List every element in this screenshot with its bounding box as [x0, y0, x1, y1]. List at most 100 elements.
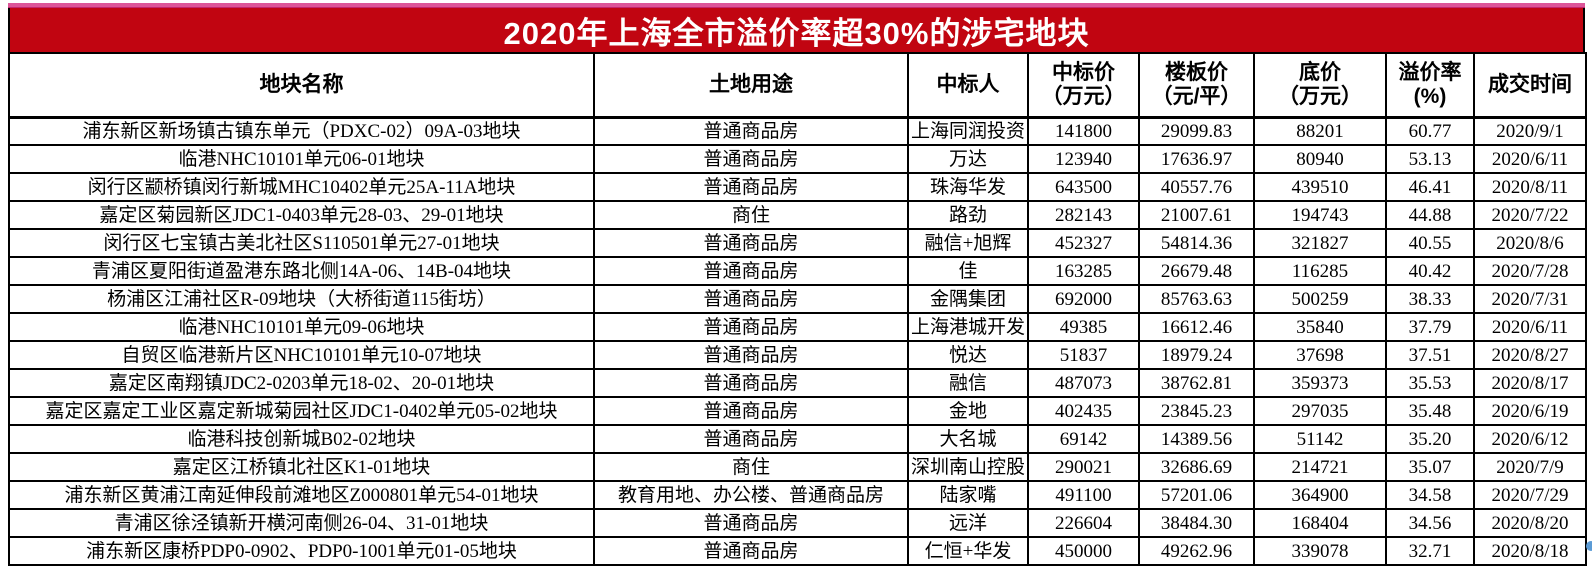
cell-land-use: 普通商品房: [593, 396, 909, 426]
cell-deal-date: 2020/8/6: [1473, 228, 1587, 258]
table-row: 嘉定区南翔镇JDC2-0203单元18-02、20-01地块 普通商品房 融信 487…: [8, 368, 1587, 398]
cell-base-price: 88201: [1253, 116, 1387, 146]
cell-name: 嘉定区江桥镇北社区K1-01地块: [8, 452, 595, 482]
page-title: 2020年上海全市溢价率超30%的涉宅地块: [503, 15, 1090, 51]
cell-floor-price: 40557.76: [1138, 172, 1255, 202]
cell-deal-date: 2020/6/19: [1473, 396, 1587, 426]
cell-winner: 佳: [907, 256, 1029, 286]
cell-name: 闵行区颛桥镇闵行新城MHC10402单元25A-11A地块: [8, 172, 595, 202]
cell-premium-rate: 40.42: [1385, 256, 1475, 286]
cell-floor-price: 18979.24: [1138, 340, 1255, 370]
cell-deal-date: 2020/6/12: [1473, 424, 1587, 454]
cell-land-use: 普通商品房: [593, 312, 909, 342]
land-parcel-table: 地块名称 土地用途 中标人 中标价 （万元） 楼板价 （元/平） 底价 （万元）…: [8, 52, 1587, 566]
cell-base-price: 359373: [1253, 368, 1387, 398]
cell-deal-date: 2020/6/11: [1473, 144, 1587, 174]
cell-floor-price: 32686.69: [1138, 452, 1255, 482]
cell-winning-price: 141800: [1027, 116, 1140, 146]
cell-premium-rate: 32.71: [1385, 536, 1475, 566]
cell-premium-rate: 60.77: [1385, 116, 1475, 146]
cell-premium-rate: 40.55: [1385, 228, 1475, 258]
cell-name: 嘉定区菊园新区JDC1-0403单元28-03、29-01地块: [8, 200, 595, 230]
cell-name: 闵行区七宝镇古美北社区S110501单元27-01地块: [8, 228, 595, 258]
cell-winning-price: 163285: [1027, 256, 1140, 286]
cell-premium-rate: 44.88: [1385, 200, 1475, 230]
cell-deal-date: 2020/7/28: [1473, 256, 1587, 286]
cell-floor-price: 21007.61: [1138, 200, 1255, 230]
cell-land-use: 普通商品房: [593, 508, 909, 538]
table-row: 临港NHC10101单元09-06地块 普通商品房 上海港城开发 49385 16612…: [8, 312, 1587, 342]
cell-deal-date: 2020/8/11: [1473, 172, 1587, 202]
table-row: 嘉定区嘉定工业区嘉定新城菊园社区JDC1-0402单元05-02地块 普通商品房金…: [8, 396, 1587, 426]
cell-name: 浦东新区康桥PDP0-0902、PDP0-1001单元01-05地块: [8, 536, 595, 566]
cell-winner: 融信: [907, 368, 1029, 398]
cell-base-price: 116285: [1253, 256, 1387, 286]
cell-floor-price: 54814.36: [1138, 228, 1255, 258]
cell-name: 青浦区徐泾镇新开横河南侧26-04、31-01地块: [8, 508, 595, 538]
table-row: 临港科技创新城B02-02地块 普通商品房 大名城 69142 14389.56 5114…: [8, 424, 1587, 454]
cell-floor-price: 23845.23: [1138, 396, 1255, 426]
cell-name: 嘉定区南翔镇JDC2-0203单元18-02、20-01地块: [8, 368, 595, 398]
column-header-deal-date: 成交时间: [1473, 52, 1587, 119]
cell-floor-price: 38762.81: [1138, 368, 1255, 398]
cell-base-price: 51142: [1253, 424, 1387, 454]
cell-name: 临港科技创新城B02-02地块: [8, 424, 595, 454]
cell-land-use: 普通商品房: [593, 368, 909, 398]
cell-name: 青浦区夏阳街道盈港东路北侧14A-06、14B-04地块: [8, 256, 595, 286]
table-row: 闵行区颛桥镇闵行新城MHC10402单元25A-11A地块 普通商品房 珠海华发 64…: [8, 172, 1587, 202]
column-header-name: 地块名称: [8, 52, 595, 119]
table-row: 嘉定区江桥镇北社区K1-01地块 商住 深圳南山控股 290021 32686.69 21…: [8, 452, 1587, 482]
cell-winner: 陆家嘴: [907, 480, 1029, 510]
cell-premium-rate: 46.41: [1385, 172, 1475, 202]
cell-premium-rate: 37.51: [1385, 340, 1475, 370]
cell-winning-price: 51837: [1027, 340, 1140, 370]
cell-name: 杨浦区江浦社区R-09地块（大桥街道115街坊）: [8, 284, 595, 314]
table-body: 浦东新区新场镇古镇东单元（PDXC-02）09A-03地块 普通商品房 上海同润投资…: [8, 116, 1587, 566]
cell-winning-price: 450000: [1027, 536, 1140, 566]
column-header-premium-rate: 溢价率 (%): [1385, 52, 1475, 119]
cell-floor-price: 17636.97: [1138, 144, 1255, 174]
cell-base-price: 168404: [1253, 508, 1387, 538]
cell-winner: 上海同润投资: [907, 116, 1029, 146]
cell-premium-rate: 35.48: [1385, 396, 1475, 426]
cell-name: 临港NHC10101单元06-01地块: [8, 144, 595, 174]
cell-premium-rate: 35.53: [1385, 368, 1475, 398]
cell-deal-date: 2020/9/1: [1473, 116, 1587, 146]
table-row: 临港NHC10101单元06-01地块 普通商品房 万达 123940 17636.97…: [8, 144, 1587, 174]
cell-floor-price: 29099.83: [1138, 116, 1255, 146]
cell-land-use: 普通商品房: [593, 284, 909, 314]
cell-name: 自贸区临港新片区NHC10101单元10-07地块: [8, 340, 595, 370]
table-row: 青浦区夏阳街道盈港东路北侧14A-06、14B-04地块 普通商品房佳 163285…: [8, 256, 1587, 286]
cell-winning-price: 692000: [1027, 284, 1140, 314]
cell-winning-price: 487073: [1027, 368, 1140, 398]
cell-premium-rate: 35.20: [1385, 424, 1475, 454]
cell-base-price: 35840: [1253, 312, 1387, 342]
cell-land-use: 普通商品房: [593, 172, 909, 202]
cell-land-use: 商住: [593, 200, 909, 230]
cell-winning-price: 290021: [1027, 452, 1140, 482]
table-row: 浦东新区黄浦江南延伸段前滩地区Z000801单元54-01地块 教育用地、办公楼、…: [8, 480, 1587, 510]
cell-deal-date: 2020/8/17: [1473, 368, 1587, 398]
cell-winner: 路劲: [907, 200, 1029, 230]
cell-floor-price: 38484.30: [1138, 508, 1255, 538]
cell-winner: 悦达: [907, 340, 1029, 370]
cell-winning-price: 123940: [1027, 144, 1140, 174]
cell-floor-price: 49262.96: [1138, 536, 1255, 566]
cell-winning-price: 226604: [1027, 508, 1140, 538]
blue-dot-artifact: [1586, 541, 1592, 551]
table-row: 闵行区七宝镇古美北社区S110501单元27-01地块 普通商品房 融信+旭辉 452…: [8, 228, 1587, 258]
cell-name: 浦东新区黄浦江南延伸段前滩地区Z000801单元54-01地块: [8, 480, 595, 510]
cell-floor-price: 85763.63: [1138, 284, 1255, 314]
cell-premium-rate: 35.07: [1385, 452, 1475, 482]
cell-winner: 远洋: [907, 508, 1029, 538]
cell-winner: 融信+旭辉: [907, 228, 1029, 258]
header-row: 地块名称 土地用途 中标人 中标价 （万元） 楼板价 （元/平） 底价 （万元）…: [8, 52, 1587, 119]
cell-deal-date: 2020/8/20: [1473, 508, 1587, 538]
cell-winning-price: 49385: [1027, 312, 1140, 342]
cell-base-price: 500259: [1253, 284, 1387, 314]
table-row: 青浦区徐泾镇新开横河南侧26-04、31-01地块 普通商品房 远洋 226604 38…: [8, 508, 1587, 538]
cell-deal-date: 2020/7/22: [1473, 200, 1587, 230]
cell-winning-price: 69142: [1027, 424, 1140, 454]
cell-land-use: 普通商品房: [593, 144, 909, 174]
cell-name: 嘉定区嘉定工业区嘉定新城菊园社区JDC1-0402单元05-02地块: [8, 396, 595, 426]
